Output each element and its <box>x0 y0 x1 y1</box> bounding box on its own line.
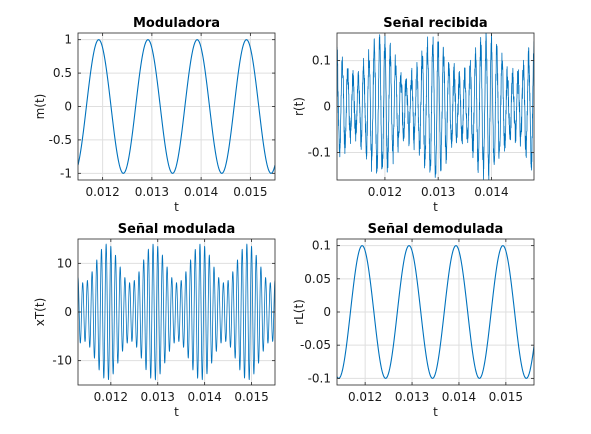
subplot-4: 0.012 0.013 0.014 0.015 -0.1 -0.05 0 0.05 0.1 Señ… <box>292 222 535 419</box>
subplot-3: 0.012 0.013 0.014 0.015 -10 0 10 Señal modulada… <box>33 222 276 419</box>
chart-title: Señal modulada <box>118 222 236 237</box>
chart-title: Señal recibida <box>383 16 487 31</box>
y-tick-label: 0.1 <box>312 239 331 253</box>
y-tick-label: -0.05 <box>300 338 331 352</box>
y-tick-label: 0 <box>64 305 72 319</box>
y-tick-label: 0.5 <box>53 66 72 80</box>
x-tick-label: 0.015 <box>233 185 267 199</box>
series-line <box>78 243 275 381</box>
x-tick-label: 0.014 <box>474 185 508 199</box>
x-tick-label: 0.014 <box>187 390 221 404</box>
x-axis-label: t <box>433 405 438 419</box>
x-tick-label: 0.013 <box>395 390 429 404</box>
y-tick-label: -0.1 <box>308 371 331 385</box>
y-tick-label: -0.1 <box>308 145 331 159</box>
x-axis-label: t <box>174 405 179 419</box>
x-tick-label: 0.012 <box>348 390 382 404</box>
y-axis-label: rL(t) <box>292 299 306 325</box>
y-axis-label: r(t) <box>292 97 306 116</box>
series-line <box>337 245 534 379</box>
y-tick-label: 0.05 <box>304 272 331 286</box>
x-tick-label: 0.013 <box>421 185 455 199</box>
series-line <box>337 33 534 180</box>
y-tick-label: -10 <box>52 354 72 368</box>
x-tick-label: 0.014 <box>442 390 476 404</box>
y-tick-label: 0 <box>64 100 72 114</box>
x-axis-label: t <box>433 200 438 214</box>
y-tick-label: 1 <box>64 33 72 47</box>
x-tick-label: 0.012 <box>368 185 402 199</box>
series-line <box>78 39 275 174</box>
chart-title: Señal demodulada <box>368 222 504 237</box>
x-tick-label: 0.013 <box>141 390 175 404</box>
x-tick-label: 0.015 <box>489 390 523 404</box>
y-tick-label: 10 <box>57 256 72 270</box>
subplot-2: 0.012 0.013 0.014 -0.1 0 0.1 Señal recibida t r(… <box>292 16 535 214</box>
y-tick-label: -1 <box>60 166 72 180</box>
subplot-1: 0.012 0.013 0.014 0.015 -1 -0.5 0 0.5 1 Modulador… <box>33 16 276 214</box>
x-axis-label: t <box>174 200 179 214</box>
x-tick-label: 0.012 <box>85 185 119 199</box>
chart-title: Moduladora <box>133 16 220 31</box>
x-tick-label: 0.012 <box>94 390 128 404</box>
x-tick-label: 0.013 <box>135 185 169 199</box>
y-tick-label: 0 <box>323 305 331 319</box>
y-tick-label: 0 <box>323 100 331 114</box>
x-tick-label: 0.014 <box>184 185 218 199</box>
y-axis-label: xT(t) <box>33 298 47 327</box>
x-tick-label: 0.015 <box>234 390 268 404</box>
y-tick-label: -0.5 <box>49 133 72 147</box>
y-axis-label: m(t) <box>33 94 47 120</box>
y-tick-label: 0.1 <box>312 54 331 68</box>
